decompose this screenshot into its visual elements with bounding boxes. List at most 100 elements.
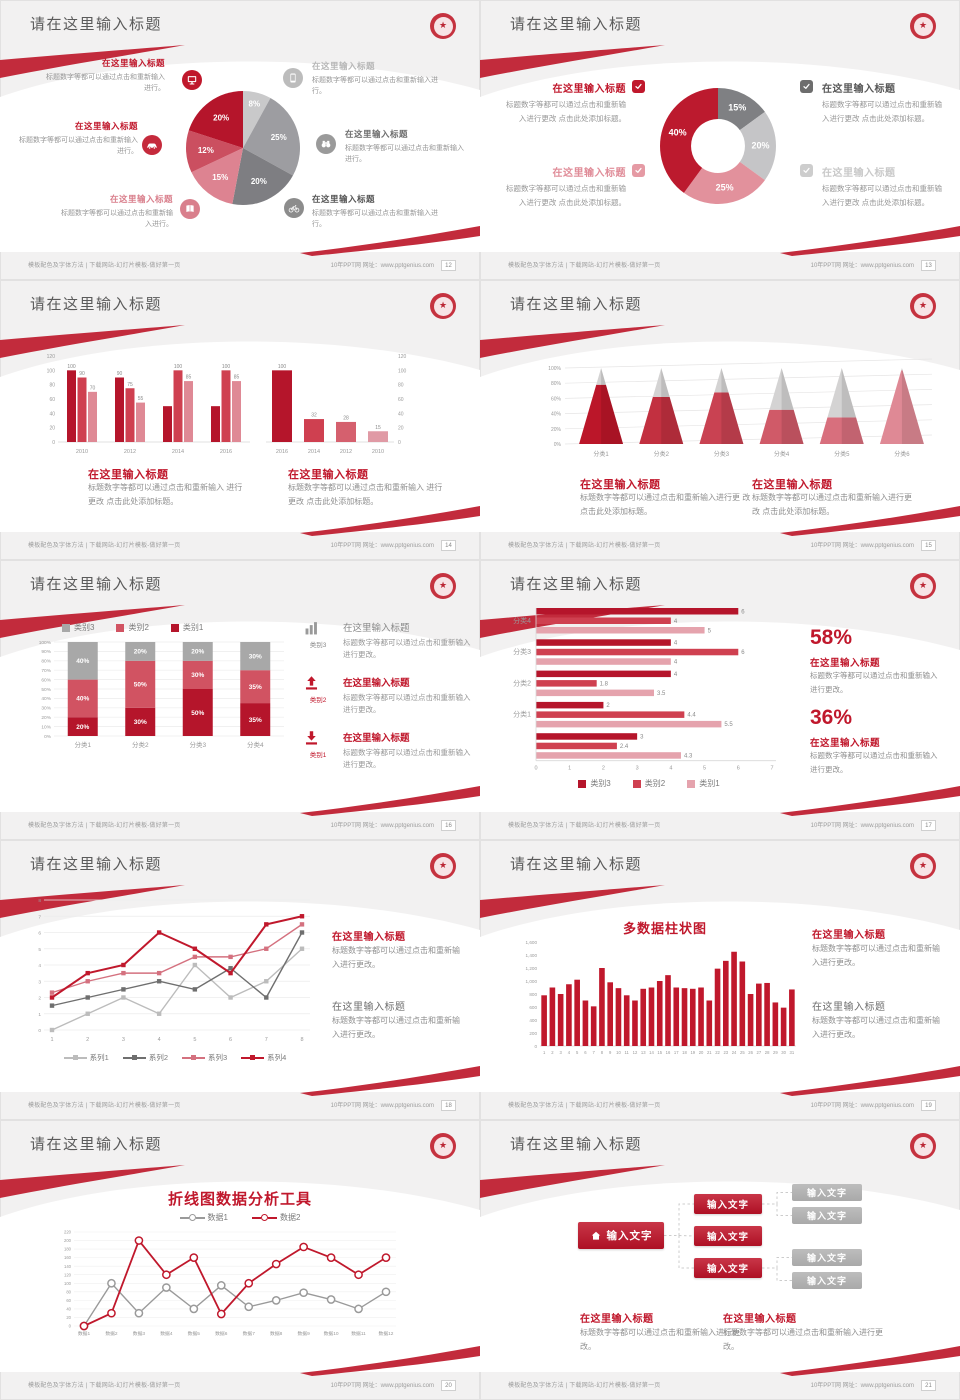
svg-text:35%: 35% [249, 717, 262, 724]
slide-preview-page-15[interactable]: 0% 20% 40% 60% 80% 100% 分类1 分类2 分类3 分类4 分类5 分类6 在这里… [480, 280, 960, 560]
svg-text:2010: 2010 [372, 449, 384, 455]
svg-text:18: 18 [682, 1050, 687, 1055]
svg-text:90: 90 [79, 371, 85, 377]
page-number-badge: 19 [921, 1100, 936, 1111]
svg-text:5: 5 [193, 1037, 196, 1043]
svg-text:7: 7 [38, 914, 41, 920]
tree-node: 输入文字 [694, 1226, 762, 1246]
slide-preview-page-17[interactable]: 6 4 5 分类4 4 6 4 分类3 4 1.8 3.5 分类2 2 4.4 5.5 分类1 3 2.4 4.3 0… [480, 560, 960, 840]
slide-preview-page-16[interactable]: 类别3 类别2 类别1 0% 10% 20% 30% 40% 50% 60% 70% 80% 90… [0, 560, 480, 840]
legend-swatch [63, 1056, 73, 1059]
svg-text:800: 800 [529, 992, 537, 997]
page-number-badge: 15 [921, 540, 936, 551]
legend-label: 类别1 [699, 779, 720, 788]
svg-text:28: 28 [343, 415, 349, 421]
svg-text:20: 20 [699, 1050, 704, 1055]
stat-value: 58% [810, 626, 853, 649]
legend-marker [72, 1055, 78, 1060]
svg-text:16: 16 [666, 1050, 671, 1055]
svg-text:2: 2 [602, 766, 605, 772]
legend-swatch [170, 623, 179, 632]
slide-title: 请在这里输入标题 [30, 16, 163, 33]
chart-legend: 类别3 类别2 类别1 [540, 778, 780, 789]
slide-title: 请在这里输入标题 [510, 1136, 643, 1153]
item-desc: 标题数字等都可以通过点击和重新输入进行更改。 [343, 693, 471, 714]
slide-preview-page-19[interactable]: 多数据柱状图 0 200 400 600 800 1,000 1,200 1,400 1,600… [480, 840, 960, 1120]
block-desc: 标题数字等都可以通过点击和重新输入进行更改。 [332, 1016, 460, 1040]
university-logo-icon: ★ [430, 293, 456, 319]
svg-text:3.5: 3.5 [657, 691, 666, 697]
svg-text:6: 6 [741, 609, 745, 615]
svg-text:10%: 10% [41, 724, 51, 730]
svg-text:分类6: 分类6 [894, 450, 910, 458]
svg-text:21: 21 [707, 1050, 712, 1055]
svg-text:6: 6 [38, 931, 41, 937]
slide-preview-page-20[interactable]: 折线图数据分析工具 数据1 数据2 0 20 40 60 80 100 120 140 160 1… [0, 1120, 480, 1400]
slide-preview-page-18[interactable]: 0 1 2 3 4 5 6 7 8 1 2 3 4 5 6 7 8 系列1 系列2 系列3 系列4 在这里输入标… [0, 840, 480, 1120]
svg-text:85: 85 [234, 375, 240, 381]
svg-text:20: 20 [66, 1315, 71, 1320]
slide-title: 请在这里输入标题 [510, 856, 643, 873]
legend-label: 类别2 [128, 623, 149, 632]
svg-text:5: 5 [708, 628, 712, 634]
block-title: 在这里输入标题 [288, 469, 369, 481]
university-logo-icon: ★ [910, 853, 936, 879]
slide-preview-page-21[interactable]: 输入文字 输入文字 输入文字 输入文字 输入文字 输入文字 输入文字 输入文字 … [480, 1120, 960, 1400]
block-title: 在这里输入标题 [580, 479, 661, 491]
legend-swatch [578, 779, 587, 788]
slide-preview-page-12[interactable]: 8% 25% 20% 15% 12% 20% 在这里输入标题 标题数字等都可以通过点击和重… [0, 0, 480, 280]
svg-text:数据8: 数据8 [270, 1330, 283, 1337]
svg-text:40: 40 [398, 411, 404, 417]
svg-text:100: 100 [222, 364, 231, 370]
svg-text:6: 6 [229, 1037, 232, 1043]
svg-text:60: 60 [49, 397, 55, 403]
legend-label: 数据1 [207, 1213, 228, 1222]
svg-text:2010: 2010 [76, 449, 88, 455]
checkbox-icon [632, 80, 645, 93]
bicycle-icon [284, 198, 304, 218]
icon-label: 类别1 [309, 752, 327, 759]
page-number-badge: 14 [441, 540, 456, 551]
university-logo-icon: ★ [910, 573, 936, 599]
feature-desc: 标题数字等都可以通过点击和重新输入进行。 [61, 210, 173, 229]
svg-text:200: 200 [64, 1238, 72, 1243]
svg-text:数据4: 数据4 [160, 1330, 173, 1337]
svg-text:30: 30 [781, 1050, 786, 1055]
block-title: 在这里输入标题 [88, 469, 169, 481]
svg-text:50%: 50% [134, 682, 147, 689]
svg-text:20%: 20% [551, 427, 562, 433]
feature-item: 在这里输入标题 标题数字等都可以通过点击和重新输入进行。 [345, 128, 467, 165]
slide-preview-page-14[interactable]: 0 20 40 60 80 100 120 2010 100 90 70 2012 90 75 55 2014… [0, 280, 480, 560]
svg-text:3: 3 [559, 1050, 562, 1055]
feature-item: 在这里输入标题 标题数字等都可以通过点击和重新输入进行更改 点击此处添加标题。 [500, 80, 626, 125]
feature-item: 在这里输入标题 标题数字等都可以通过点击和重新输入进行更改 点击此处添加标题。 [822, 164, 948, 209]
slide-title: 请在这里输入标题 [510, 576, 643, 593]
svg-text:20%: 20% [41, 715, 51, 721]
svg-text:3: 3 [640, 735, 644, 741]
chart-title: 多数据柱状图 [622, 921, 707, 936]
footer-watermark-right: 10年PPT网 网址：www.pptgenius.com [330, 1103, 434, 1109]
svg-text:8: 8 [300, 1037, 303, 1043]
svg-text:60: 60 [66, 1298, 71, 1303]
footer-watermark-right: 10年PPT网 网址：www.pptgenius.com [330, 1383, 434, 1389]
feature-title: 在这里输入标题 [109, 194, 173, 204]
feature-title: 在这里输入标题 [552, 84, 626, 95]
svg-text:22: 22 [715, 1050, 720, 1055]
page-number-badge: 16 [441, 820, 456, 831]
tree-connectors [664, 1192, 792, 1281]
legend-label: 数据2 [280, 1213, 301, 1222]
svg-text:20%: 20% [751, 141, 769, 151]
slide-preview-page-13[interactable]: 15% 20% 25% 40% 在这里输入标题 标题数字等都可以通过点击和重新输入进行… [480, 0, 960, 280]
svg-text:29: 29 [773, 1050, 778, 1055]
svg-text:200: 200 [529, 1031, 537, 1036]
svg-text:160: 160 [64, 1255, 72, 1260]
svg-text:分类1: 分类1 [593, 450, 609, 458]
tree-node: 输入文字 [694, 1194, 762, 1214]
legend-label: 系列3 [208, 1053, 228, 1062]
svg-text:2016: 2016 [220, 449, 232, 455]
feature-desc: 标题数字等都可以通过点击和重新输入进行。 [46, 74, 165, 93]
feature-item: 在这里输入标题 标题数字等都可以通过点击和重新输入进行。 [55, 193, 173, 230]
svg-text:80: 80 [66, 1289, 71, 1294]
svg-text:85: 85 [186, 375, 192, 381]
home-icon [590, 1230, 602, 1242]
